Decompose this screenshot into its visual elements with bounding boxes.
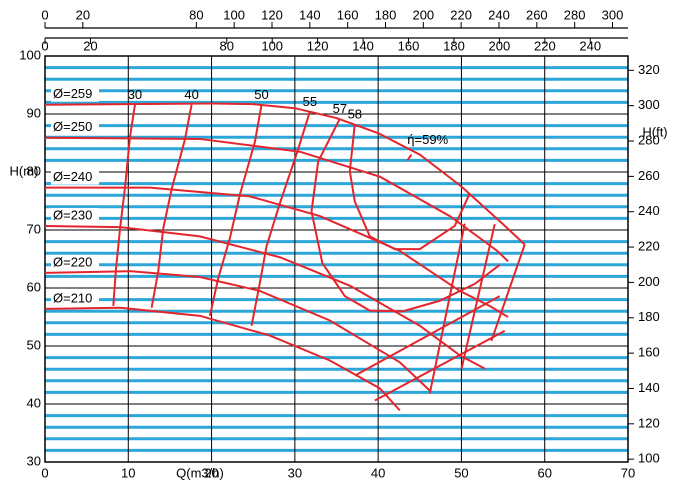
y2-tick-label: 200	[638, 274, 660, 289]
x-tick-label: 50	[454, 465, 468, 480]
y2-tick-label: 120	[638, 415, 660, 430]
eff-curve	[112, 104, 136, 307]
y2-tick-label: 180	[638, 309, 660, 324]
x-tick-label: 60	[537, 465, 551, 480]
y-tick-label: 70	[27, 221, 41, 236]
eff-curve	[150, 104, 193, 308]
y2-tick-label: 320	[638, 62, 660, 77]
series-label: 40	[184, 87, 198, 102]
eff-curve	[208, 104, 263, 317]
series-label: 55	[303, 94, 317, 109]
top-tick-label: 280	[564, 7, 586, 22]
y-axis-label: H(m)	[10, 163, 39, 178]
top-tick-label: 140	[352, 38, 374, 53]
curve	[460, 223, 496, 370]
x-tick-label: 30	[288, 465, 302, 480]
top-tick-label: 200	[412, 7, 434, 22]
y-tick-label: 40	[27, 395, 41, 410]
top-tick-label: 120	[261, 7, 283, 22]
head-curve	[44, 270, 431, 392]
y2-tick-label: 220	[638, 239, 660, 254]
label-bg	[51, 86, 99, 102]
top-tick-label: 160	[398, 38, 420, 53]
x-tick-label: 10	[121, 465, 135, 480]
y-tick-label: 60	[27, 279, 41, 294]
top-tick-label: 80	[220, 38, 234, 53]
head-curve	[44, 102, 526, 246]
top-tick-label: 0	[41, 7, 48, 22]
top-tick-label: 100	[223, 7, 245, 22]
series-label: 30	[128, 87, 142, 102]
top-tick-label: 180	[443, 38, 465, 53]
eff-curve	[310, 118, 501, 313]
x-tick-label: 40	[371, 465, 385, 480]
top-tick-label: 120	[307, 38, 329, 53]
top-tick-label: 180	[375, 7, 397, 22]
y-tick-label: 90	[27, 105, 41, 120]
y2-tick-label: 160	[638, 345, 660, 360]
series-label: 58	[348, 106, 362, 121]
series-label: 50	[254, 87, 268, 102]
y2-tick-label: 300	[638, 97, 660, 112]
x-tick-label: 20	[204, 465, 218, 480]
label-bg	[51, 119, 99, 135]
head-curve	[44, 306, 401, 412]
eff-curve	[250, 111, 311, 326]
curve	[374, 330, 506, 402]
top-tick-label: 240	[579, 38, 601, 53]
series-label: Ø=250	[53, 119, 92, 134]
label-bg	[51, 169, 99, 185]
y-tick-label: 50	[27, 337, 41, 352]
label-bg	[51, 207, 99, 223]
y-tick-label: 30	[27, 453, 41, 468]
label-bg	[51, 254, 99, 270]
x-axis-label: Q(m3/h)	[176, 465, 224, 480]
y2-tick-label: 100	[638, 451, 660, 466]
label-bg	[51, 290, 99, 306]
head-curve	[44, 136, 509, 263]
head-curve	[44, 224, 486, 370]
y-tick-label: 100	[19, 47, 41, 62]
top-tick-label: 300	[602, 7, 624, 22]
x-tick-label: 0	[41, 465, 48, 480]
curve	[428, 223, 466, 394]
series-label: ή=59%	[407, 132, 448, 147]
top-tick-label: 140	[299, 7, 321, 22]
top-tick-label: 240	[488, 7, 510, 22]
top-tick-label: 220	[534, 38, 556, 53]
top-tick-label: 200	[489, 38, 511, 53]
series-label: Ø=240	[53, 169, 92, 184]
y-tick-label: 80	[27, 163, 41, 178]
top-tick-label: 0	[41, 38, 48, 53]
series-label: Ø=210	[53, 290, 92, 305]
top-tick-label: 220	[450, 7, 472, 22]
x-tick-label: 70	[621, 465, 635, 480]
top-tick-label: 260	[526, 7, 548, 22]
top-tick-label: 80	[189, 7, 203, 22]
y2-tick-label: 280	[638, 132, 660, 147]
y2-tick-label: 240	[638, 203, 660, 218]
top-tick-label: 100	[261, 38, 283, 53]
y2-tick-label: 260	[638, 168, 660, 183]
y2-tick-label: 140	[638, 380, 660, 395]
series-label: Ø=230	[53, 207, 92, 222]
top-tick-label: 160	[337, 7, 359, 22]
top-tick-label: 20	[83, 38, 97, 53]
series-label: Ø=259	[53, 86, 92, 101]
plot-frame	[44, 55, 629, 463]
note-curve	[406, 154, 413, 161]
y2-axis-label: H(ft)	[642, 124, 667, 139]
series-label: 57	[333, 101, 347, 116]
curve	[490, 244, 526, 342]
eff-curve	[348, 123, 471, 251]
top-tick-label: 20	[76, 7, 90, 22]
head-curve	[45, 186, 509, 318]
series-label: Ø=220	[53, 254, 92, 269]
